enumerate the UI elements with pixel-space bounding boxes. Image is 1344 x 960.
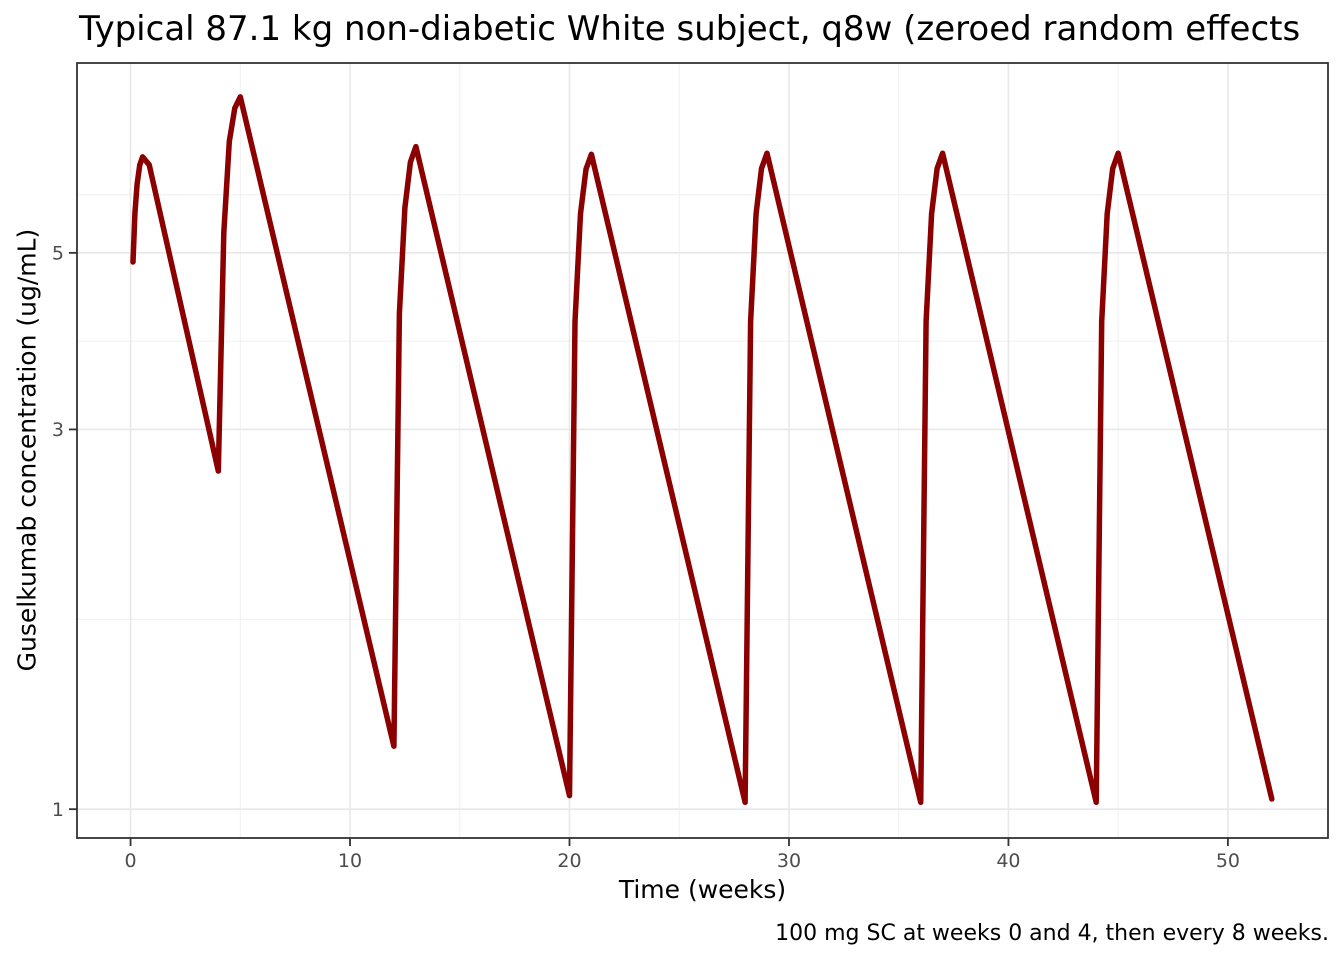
x-tick-label: 10 [338, 850, 362, 872]
concentration-line [130, 94, 1275, 806]
x-axis-title: Time (weeks) [618, 875, 787, 904]
x-tick-label: 50 [1216, 850, 1240, 872]
y-tick-label: 5 [52, 243, 64, 265]
y-axis-title: Guselkumab concentration (ug/mL) [12, 228, 42, 672]
y-tick-label: 1 [52, 799, 64, 821]
x-tick-label: 20 [557, 850, 581, 872]
chart-caption: 100 mg SC at weeks 0 and 4, then every 8… [775, 921, 1329, 946]
panel-border [76, 62, 1329, 839]
x-tick-label: 40 [996, 850, 1020, 872]
chart-title: Typical 87.1 kg non-diabetic White subje… [79, 9, 1301, 49]
x-tick-label: 0 [125, 850, 137, 872]
x-tick-label: 30 [777, 850, 801, 872]
y-tick-label: 3 [52, 419, 64, 441]
